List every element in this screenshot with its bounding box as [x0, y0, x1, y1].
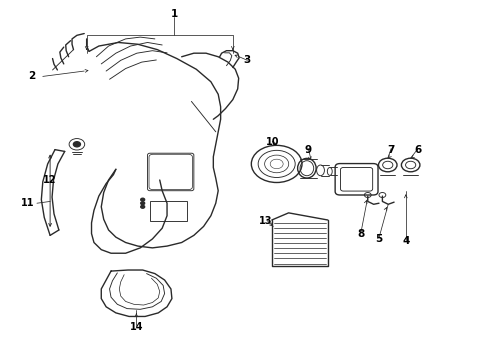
- Text: 12: 12: [43, 175, 57, 185]
- Text: 13: 13: [259, 216, 272, 226]
- Text: 7: 7: [388, 145, 395, 155]
- Text: 14: 14: [129, 322, 143, 332]
- Text: 6: 6: [415, 145, 421, 155]
- Text: 4: 4: [402, 236, 410, 246]
- Circle shape: [141, 205, 145, 208]
- Text: 8: 8: [357, 229, 365, 239]
- Text: 11: 11: [22, 198, 35, 208]
- Bar: [150, 202, 187, 221]
- Text: 10: 10: [266, 138, 279, 148]
- Circle shape: [74, 142, 80, 147]
- Text: 9: 9: [305, 145, 312, 155]
- Text: 5: 5: [375, 234, 383, 244]
- Text: 2: 2: [28, 71, 35, 81]
- Circle shape: [141, 202, 145, 204]
- Circle shape: [141, 198, 145, 201]
- Text: 3: 3: [244, 55, 251, 65]
- Text: 1: 1: [171, 9, 178, 19]
